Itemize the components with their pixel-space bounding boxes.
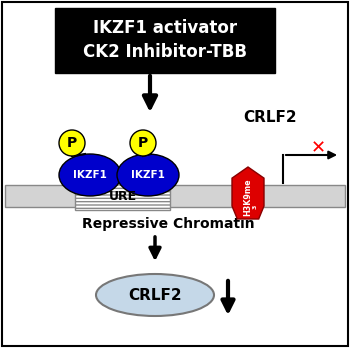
- Ellipse shape: [117, 154, 179, 196]
- Text: H3K9me: H3K9me: [244, 178, 252, 216]
- Text: P: P: [67, 136, 77, 150]
- Ellipse shape: [96, 274, 214, 316]
- Bar: [55, 8, 275, 73]
- Text: CRLF2: CRLF2: [243, 111, 297, 126]
- Text: 3: 3: [252, 205, 258, 209]
- Circle shape: [59, 130, 85, 156]
- Text: CRLF2: CRLF2: [128, 287, 182, 302]
- Text: IKZF1: IKZF1: [131, 170, 165, 180]
- Bar: [75, 183, 170, 210]
- Text: IKZF1 activator
CK2 Inhibitor-TBB: IKZF1 activator CK2 Inhibitor-TBB: [83, 19, 247, 61]
- Ellipse shape: [59, 154, 121, 196]
- Text: ✕: ✕: [310, 139, 326, 157]
- Text: Repressive Chromatin: Repressive Chromatin: [82, 217, 254, 231]
- Text: IKZF1: IKZF1: [73, 170, 107, 180]
- Circle shape: [130, 130, 156, 156]
- Bar: [5, 185, 345, 207]
- Text: P: P: [138, 136, 148, 150]
- Text: URE: URE: [108, 190, 136, 203]
- Polygon shape: [232, 167, 264, 219]
